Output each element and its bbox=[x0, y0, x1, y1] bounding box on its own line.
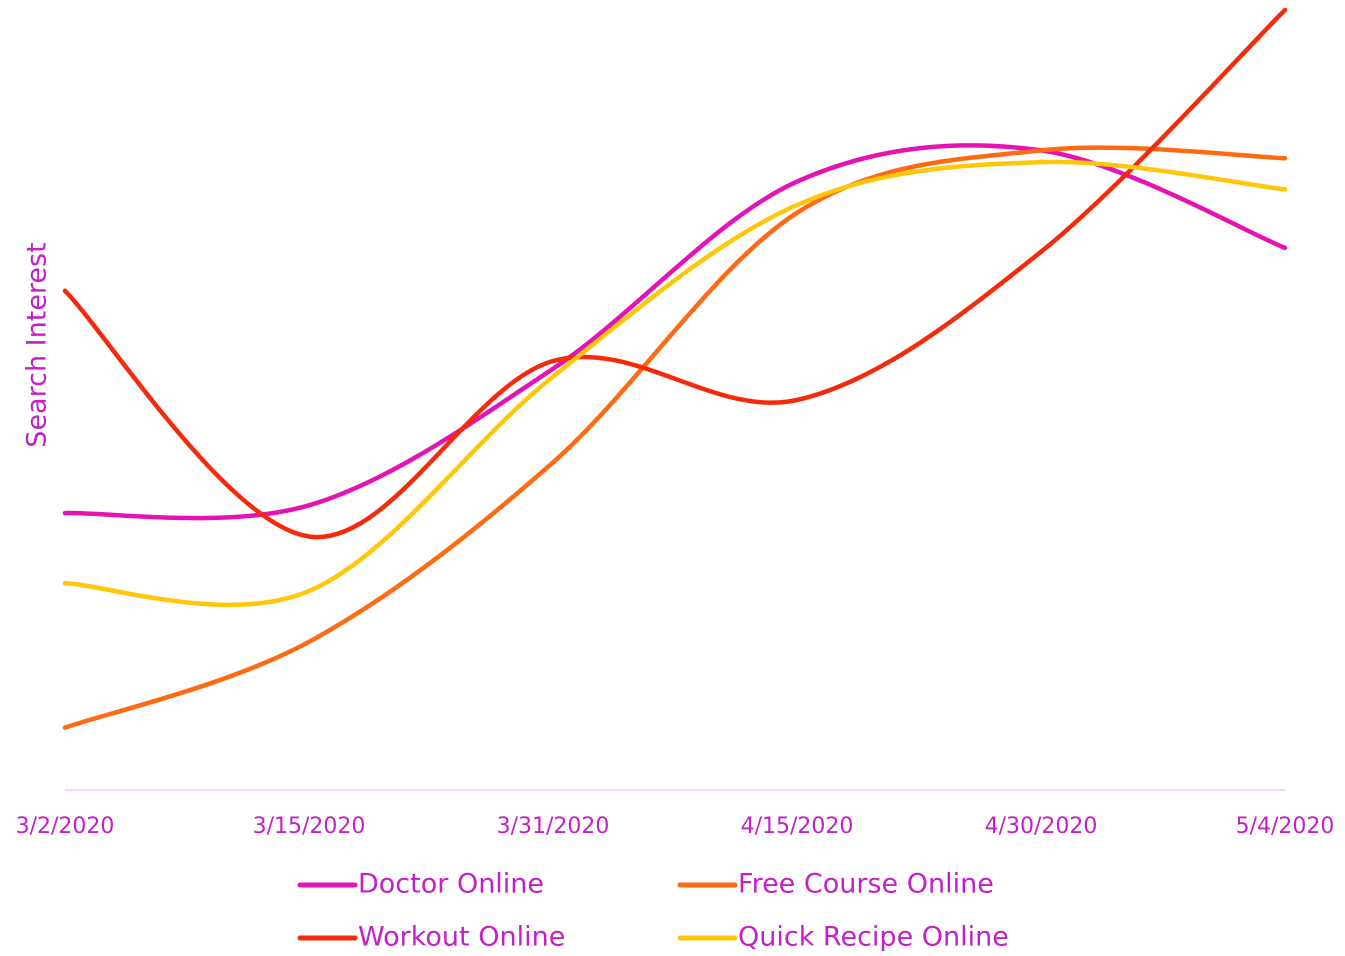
series-line bbox=[62, 143, 1288, 521]
legend-label: Doctor Online bbox=[358, 869, 544, 900]
x-tick-label: 4/15/2020 bbox=[741, 814, 854, 839]
x-tick-label: 3/31/2020 bbox=[497, 814, 610, 839]
x-tick-label: 3/15/2020 bbox=[253, 814, 366, 839]
legend-label: Quick Recipe Online bbox=[738, 922, 1009, 953]
x-tick-label: 5/4/2020 bbox=[1236, 814, 1335, 839]
x-tick-label: 3/2/2020 bbox=[16, 814, 115, 839]
y-axis-label: Search Interest bbox=[22, 242, 53, 447]
x-tick-label: 4/30/2020 bbox=[985, 814, 1098, 839]
series-line bbox=[62, 7, 1288, 540]
series-line bbox=[62, 159, 1288, 608]
legend-label: Free Course Online bbox=[738, 869, 994, 900]
legend-label: Workout Online bbox=[358, 922, 565, 953]
series-line bbox=[62, 145, 1288, 730]
